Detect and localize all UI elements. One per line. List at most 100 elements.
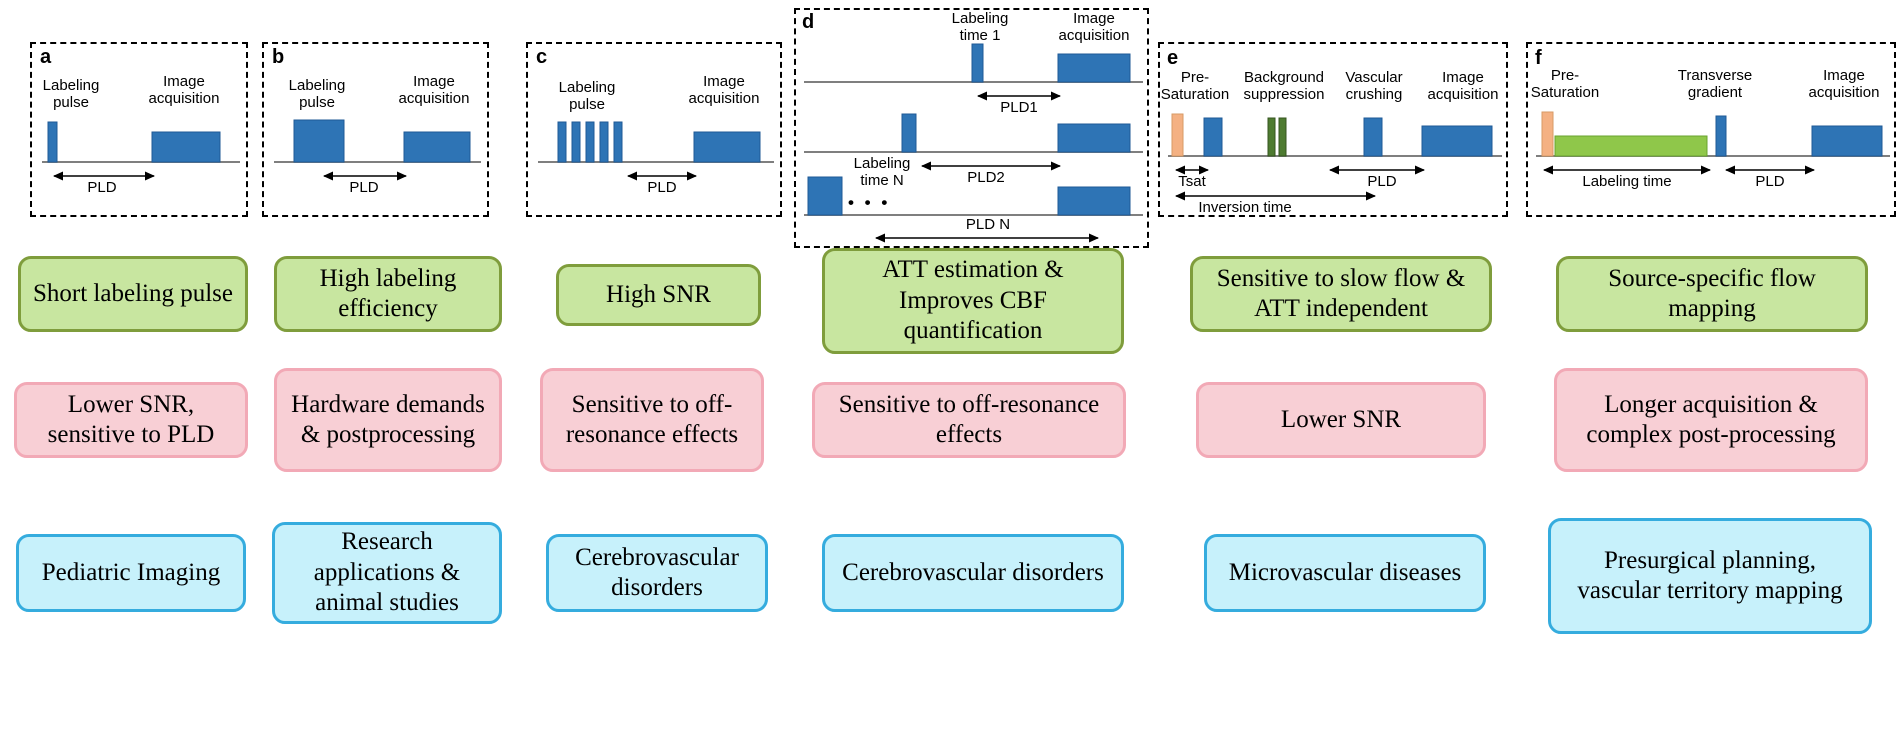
panel-letter: d xyxy=(802,11,815,33)
disadvantage-text: Sensitive to off-resonance effects xyxy=(565,390,739,449)
panel-b-pulse-diagram xyxy=(274,119,481,181)
application-box-e: Microvascular diseases xyxy=(1204,534,1486,612)
application-text: Cerebrovascular disorders xyxy=(575,543,739,602)
advantage-text: High SNR xyxy=(606,280,711,308)
pld2-label: PLD2 xyxy=(967,169,1005,186)
ellipsis-dots: • • • xyxy=(848,193,891,212)
advantage-box-b: High labeling efficiency xyxy=(274,256,502,332)
background-suppression-pulse-shape xyxy=(1267,117,1276,157)
panel-a-pulse-diagram xyxy=(42,121,240,181)
application-text: Pediatric Imaging xyxy=(41,558,221,586)
disadvantage-text: Lower SNR, sensitive to PLD xyxy=(47,390,215,449)
panel-letter: e xyxy=(1167,47,1179,69)
image-acquisition-label: Image acquisition xyxy=(148,73,220,107)
application-box-a: Pediatric Imaging xyxy=(16,534,246,612)
advantage-box-f: Source-specific flow mapping xyxy=(1556,256,1868,332)
advantage-text: Source-specific flow mapping xyxy=(1608,264,1816,323)
panel-letter: a xyxy=(40,46,52,68)
disadvantage-text: Lower SNR xyxy=(1280,405,1402,433)
labeling-pulse-train-shape xyxy=(613,121,623,163)
labeling-time-label: Labeling time xyxy=(1582,173,1672,190)
image-acquisition-shape xyxy=(403,131,471,163)
advantage-text: Sensitive to slow flow & ATT independent xyxy=(1216,264,1466,323)
labeling-pulse-label: Labeling pulse xyxy=(288,77,346,111)
application-box-c: Cerebrovascular disorders xyxy=(546,534,768,612)
labeling-pulse-label: Labeling pulse xyxy=(558,79,616,113)
application-text: Presurgical planning, vascular territory… xyxy=(1577,546,1843,605)
vascular-crushing-pulse-shape xyxy=(1363,117,1383,157)
labeling-pulse-shape xyxy=(293,119,345,163)
pld1-label: PLD1 xyxy=(1000,99,1038,116)
panel-d-pulse-diagram xyxy=(804,43,1143,243)
pld-label: PLD xyxy=(87,179,117,196)
image-acquisition-2-shape xyxy=(1057,123,1131,153)
labeling-pulse-label: Labeling pulse xyxy=(42,77,100,111)
pre-saturation-label: Pre-Saturation xyxy=(1530,67,1600,101)
disadvantage-text: Hardware demands & postprocessing xyxy=(291,390,485,449)
transverse-gradient-label: Transverse gradient xyxy=(1677,67,1753,101)
pldn-label: PLD N xyxy=(965,216,1011,233)
pre-saturation-label: Pre-Saturation xyxy=(1160,69,1230,103)
pld-label: PLD xyxy=(1755,173,1785,190)
panel-f-pulse-diagram xyxy=(1536,111,1890,175)
labeling-pulse-train-shape xyxy=(585,121,595,163)
application-box-d: Cerebrovascular disorders xyxy=(822,534,1124,612)
application-box-b: Research applications & animal studies xyxy=(272,522,502,624)
panel-c: c Labeling pulse Image acquisition PLD xyxy=(526,42,782,217)
image-acquisition-label: Image acquisition xyxy=(398,73,470,107)
disadvantage-box-d: Sensitive to off-resonance effects xyxy=(812,382,1126,458)
pre-saturation-pulse-shape xyxy=(1171,113,1184,157)
disadvantage-box-e: Lower SNR xyxy=(1196,382,1486,458)
background-suppression-label: Background suppression xyxy=(1243,69,1325,103)
panel-a: a Labeling pulse Image acquisition PLD xyxy=(30,42,248,217)
pre-saturation-pulse-shape xyxy=(1541,111,1554,157)
labeling-time-n-label: Labeling time N xyxy=(853,155,911,189)
image-acquisition-label: Image acquisition xyxy=(1808,67,1880,101)
application-text: Cerebrovascular disorders xyxy=(842,558,1104,586)
image-acquisition-shape xyxy=(151,131,221,163)
labeling-pulse-shape xyxy=(47,121,58,163)
disadvantage-text: Longer acquisition & complex post-proces… xyxy=(1586,390,1836,449)
labeling-pulse-train-shape xyxy=(599,121,609,163)
image-acquisition-shape xyxy=(1421,125,1493,157)
panel-c-pulse-diagram xyxy=(538,121,774,181)
vascular-crushing-label: Vascular crushing xyxy=(1345,69,1403,103)
application-box-f: Presurgical planning, vascular territory… xyxy=(1548,518,1872,634)
image-acquisition-1-shape xyxy=(1057,53,1131,83)
panel-letter: c xyxy=(536,46,548,68)
image-acquisition-label: Image acquisition xyxy=(1058,10,1130,44)
tsat-label: Tsat xyxy=(1178,173,1206,190)
disadvantage-box-c: Sensitive to off-resonance effects xyxy=(540,368,764,472)
image-acquisition-label: Image acquisition xyxy=(688,73,760,107)
disadvantage-text: Sensitive to off-resonance effects xyxy=(838,390,1100,449)
advantage-box-a: Short labeling pulse xyxy=(18,256,248,332)
image-acquisition-shape xyxy=(693,131,761,163)
labeling-time-1-label: Labeling time 1 xyxy=(951,10,1009,44)
disadvantage-box-a: Lower SNR, sensitive to PLD xyxy=(14,382,248,458)
panel-f: f Pre-Saturation Transverse gradient Ima… xyxy=(1526,42,1896,217)
pld-label: PLD xyxy=(1367,173,1397,190)
inversion-time-label: Inversion time xyxy=(1198,199,1292,216)
application-text: Microvascular diseases xyxy=(1228,558,1462,586)
transverse-gradient-block-shape xyxy=(1554,135,1708,157)
advantage-box-e: Sensitive to slow flow & ATT independent xyxy=(1190,256,1492,332)
panel-d: d Labeling time 1 Image acquisition PLD1… xyxy=(794,8,1149,248)
panel-letter: f xyxy=(1535,47,1542,69)
advantage-box-c: High SNR xyxy=(556,264,761,326)
labeling-pulse-train-shape xyxy=(571,121,581,163)
labeling-pulse-train-shape xyxy=(557,121,567,163)
panel-e: e Pre-Saturation Background suppression … xyxy=(1158,42,1508,217)
image-acquisition-label: Image acquisition xyxy=(1427,69,1499,103)
gradient-pulse-shape xyxy=(1715,115,1727,157)
panel-e-pulse-diagram xyxy=(1168,113,1502,201)
panel-b: b Labeling pulse Image acquisition PLD xyxy=(262,42,489,217)
disadvantage-box-f: Longer acquisition & complex post-proces… xyxy=(1554,368,1868,472)
background-suppression-pulse-shape xyxy=(1278,117,1287,157)
advantage-text: ATT estimation & Improves CBF quantifica… xyxy=(882,256,1064,345)
image-acquisition-shape xyxy=(1811,125,1883,157)
advantage-text: High labeling efficiency xyxy=(319,264,457,323)
labeling-pulse-1-shape xyxy=(971,43,984,83)
advantage-box-d: ATT estimation & Improves CBF quantifica… xyxy=(822,248,1124,354)
advantage-text: Short labeling pulse xyxy=(33,279,233,307)
